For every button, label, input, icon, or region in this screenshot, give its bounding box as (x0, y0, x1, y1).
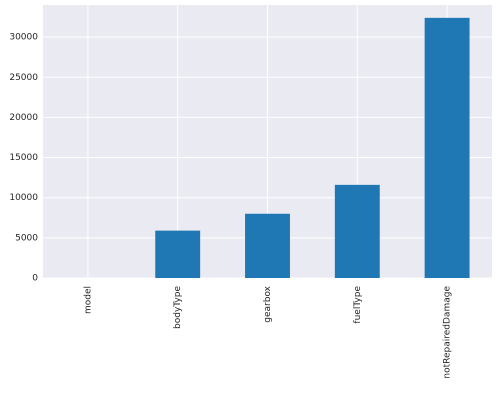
y-tick-label: 5000 (15, 233, 38, 243)
y-tick-label: 15000 (9, 153, 38, 163)
x-tick-label: bodyType (173, 286, 183, 329)
y-tick-label: 20000 (9, 113, 38, 123)
bar (334, 184, 380, 278)
y-tick-label: 30000 (9, 33, 38, 43)
y-tick-label: 10000 (9, 193, 38, 203)
x-tick-label: fuelType (353, 286, 363, 324)
y-tick-label: 0 (32, 274, 38, 284)
x-tick-label: gearbox (263, 285, 273, 322)
y-tick-label: 25000 (9, 73, 38, 83)
bar (245, 213, 290, 278)
x-tick-label: model (83, 286, 93, 314)
x-tick-label: notRepairedDamage (443, 286, 453, 379)
bar (155, 230, 201, 278)
bar (424, 17, 470, 279)
